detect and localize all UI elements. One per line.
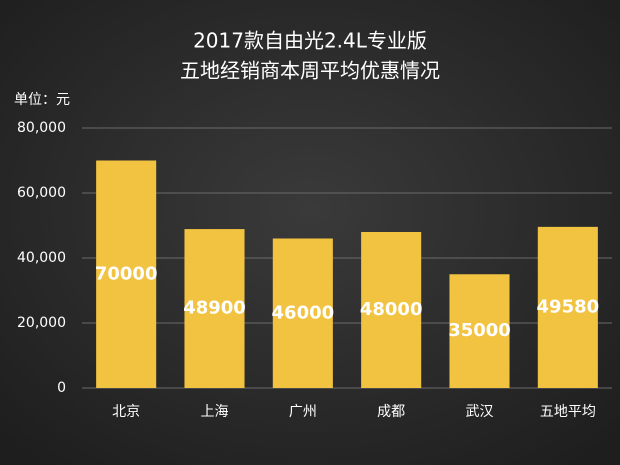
- bar: [96, 160, 157, 388]
- bar: [184, 229, 245, 388]
- chart-title: 五地经销商本周平均优惠情况: [180, 59, 440, 83]
- x-tick-label: 上海: [201, 404, 229, 420]
- value-label: 48900: [183, 298, 246, 319]
- bar: [361, 232, 422, 388]
- y-tick-label: 80,000: [17, 120, 66, 136]
- bar: [272, 238, 333, 388]
- y-tick-label: 60,000: [17, 185, 66, 201]
- bar: [537, 226, 598, 388]
- bar: [449, 274, 510, 388]
- value-label: 35000: [448, 320, 511, 341]
- x-tick-label: 成都: [377, 404, 405, 420]
- value-label: 48000: [360, 299, 423, 320]
- value-label: 49580: [537, 296, 600, 317]
- x-tick-label: 广州: [289, 404, 317, 420]
- x-tick-label: 北京: [112, 404, 140, 420]
- value-label: 70000: [95, 263, 158, 284]
- x-tick-label: 武汉: [466, 404, 494, 420]
- value-label: 46000: [272, 302, 335, 323]
- y-tick-label: 20,000: [17, 315, 66, 331]
- y-tick-label: 40,000: [17, 250, 66, 266]
- y-tick-label: 0: [57, 380, 66, 396]
- chart-title: 2017款自由光2.4L专业版: [193, 29, 427, 53]
- x-tick-label: 五地平均: [540, 404, 596, 420]
- y-axis-label: 单位：元: [14, 92, 70, 108]
